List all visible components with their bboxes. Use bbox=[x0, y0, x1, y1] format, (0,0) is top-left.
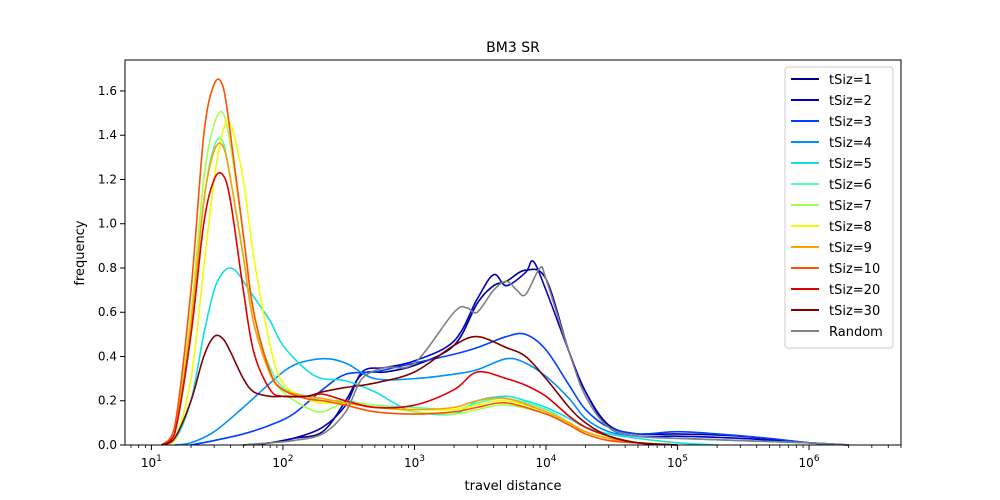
legend-label: tSiz=6 bbox=[829, 178, 872, 193]
series-line-tsiz-10 bbox=[161, 78, 678, 446]
series-line-tsiz-30 bbox=[161, 334, 678, 446]
y-tick-label: 0.0 bbox=[98, 438, 117, 452]
x-tick-label: 103 bbox=[404, 454, 425, 470]
x-tick-label: 104 bbox=[535, 454, 556, 470]
legend-label: tSiz=30 bbox=[829, 304, 880, 319]
x-tick-label: 101 bbox=[141, 454, 162, 470]
y-tick-label: 1.2 bbox=[98, 172, 117, 186]
legend-label: tSiz=20 bbox=[829, 283, 880, 298]
legend-label: tSiz=2 bbox=[829, 94, 872, 109]
legend-label: tSiz=10 bbox=[829, 262, 880, 277]
y-axis-label: frequency bbox=[73, 220, 88, 286]
series-line-tsiz-20 bbox=[161, 171, 678, 446]
y-tick-label: 1.0 bbox=[98, 217, 117, 231]
chart-title: BM3 SR bbox=[486, 40, 540, 56]
plot-area bbox=[161, 78, 849, 446]
y-axis: 0.0 0.2 0.4 0.6 0.8 1.0 1.2 1.4 1.6 bbox=[98, 84, 125, 452]
x-axis: 101 102 103 104 105 106 bbox=[130, 445, 902, 470]
x-axis-label: travel distance bbox=[465, 479, 562, 494]
legend-label: tSiz=8 bbox=[829, 220, 872, 235]
legend-label: tSiz=3 bbox=[829, 115, 872, 130]
x-tick-label: 105 bbox=[667, 454, 688, 470]
legend-label: tSiz=9 bbox=[829, 241, 872, 256]
plot-frame bbox=[124, 59, 902, 446]
x-tick-label: 102 bbox=[272, 454, 293, 470]
legend-label: tSiz=5 bbox=[829, 157, 872, 172]
x-tick-label: 106 bbox=[799, 454, 820, 470]
series-line-random bbox=[243, 265, 849, 446]
y-tick-label: 0.8 bbox=[98, 261, 117, 275]
y-tick-label: 1.4 bbox=[98, 128, 117, 142]
y-tick-label: 0.6 bbox=[98, 305, 117, 319]
legend: tSiz=1 tSiz=2 tSiz=3 tSiz=4 tSiz=5 tSiz=6 tSiz… bbox=[784, 66, 894, 349]
legend-label: Random bbox=[829, 325, 883, 340]
y-tick-label: 0.2 bbox=[98, 394, 117, 408]
legend-label: tSiz=7 bbox=[829, 199, 872, 214]
legend-label: tSiz=1 bbox=[829, 73, 872, 88]
legend-label: tSiz=4 bbox=[829, 136, 872, 151]
y-tick-label: 0.4 bbox=[98, 349, 117, 363]
series-line-tsiz-9 bbox=[161, 142, 678, 446]
series-line-tsiz-5 bbox=[161, 267, 718, 446]
y-tick-label: 1.6 bbox=[98, 84, 117, 98]
legend-box bbox=[784, 66, 894, 349]
